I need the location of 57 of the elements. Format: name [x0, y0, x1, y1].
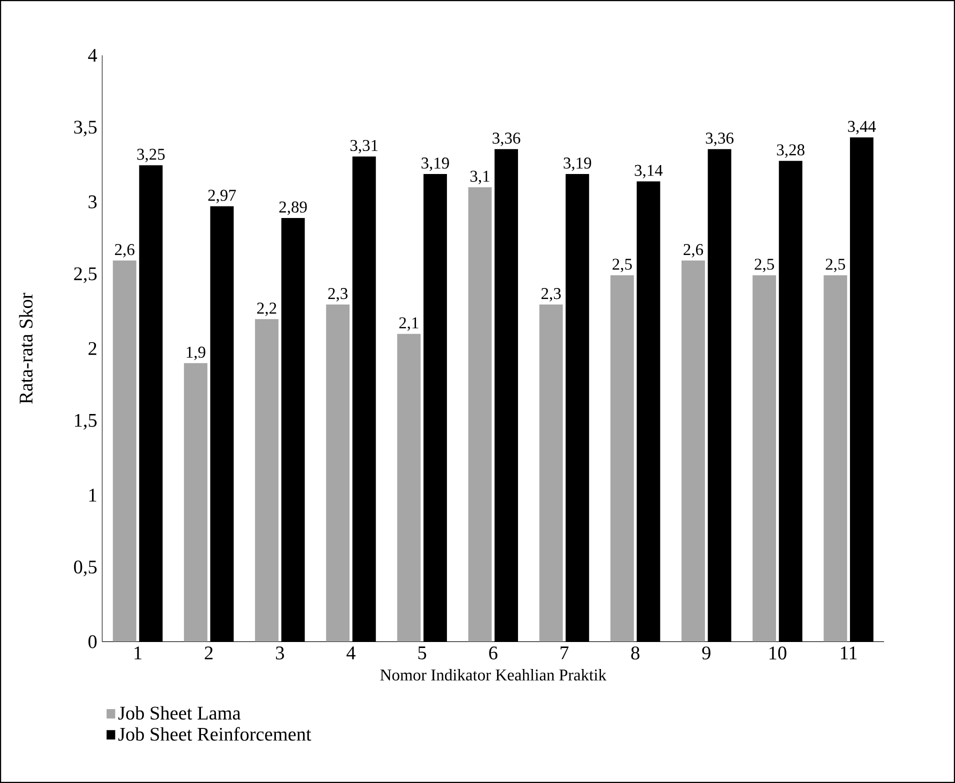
bar — [326, 304, 350, 642]
data-label: 3,19 — [422, 158, 449, 172]
y-tick-label: 4 — [88, 48, 98, 62]
bar — [539, 304, 563, 642]
x-axis-title: Nomor Indikator Keahlian Praktik — [380, 668, 606, 681]
data-label: 3,19 — [564, 158, 592, 172]
y-tick-label: 2 — [88, 342, 96, 355]
bar — [468, 187, 492, 642]
data-label: 1,9 — [186, 346, 206, 360]
x-tick-label: 5 — [418, 646, 426, 660]
bar — [397, 334, 421, 642]
x-tick-label: 1 — [134, 646, 142, 660]
y-tick-label: 3 — [88, 195, 97, 208]
data-label: 2,6 — [115, 244, 134, 258]
data-label: 2,3 — [542, 288, 561, 302]
data-label: 2,5 — [612, 258, 632, 272]
data-label: 2,5 — [754, 258, 774, 272]
y-tick-label: 1 — [89, 488, 96, 502]
x-tick-label: 6 — [489, 646, 498, 660]
y-tick-label: 2,5 — [74, 267, 97, 284]
y-tick-label: 3,5 — [74, 120, 97, 136]
x-tick-label: 11 — [840, 646, 857, 660]
data-label: 2,6 — [684, 244, 704, 258]
x-tick-label: 9 — [702, 646, 710, 660]
bar — [752, 275, 776, 642]
x-tick-label: 8 — [631, 646, 640, 660]
data-label: 2,5 — [826, 258, 846, 272]
data-label: 3,1 — [470, 170, 490, 184]
data-label: 3,36 — [706, 132, 734, 146]
bar — [184, 363, 208, 642]
x-tick-label: 3 — [276, 646, 284, 660]
bar — [255, 319, 278, 642]
bar — [112, 260, 136, 642]
bar — [824, 275, 848, 642]
data-label: 3,36 — [492, 132, 520, 146]
y-tick-label: 0,5 — [74, 560, 97, 576]
x-tick-label: 4 — [346, 646, 356, 660]
data-label: 2,97 — [208, 190, 236, 204]
bar — [682, 260, 705, 642]
data-label: 2,89 — [279, 201, 307, 215]
legend-label: Job Sheet Reinforcement — [118, 727, 312, 741]
bar — [610, 275, 634, 642]
y-tick-label: 1,5 — [74, 414, 97, 430]
y-axis-title: Rata-rata Skor — [19, 292, 33, 404]
x-tick-label: 2 — [204, 646, 213, 660]
data-label: 3,14 — [634, 164, 663, 178]
legend-label: Job Sheet Lama — [118, 706, 241, 720]
y-tick-label: 0 — [88, 635, 97, 648]
data-label: 3,31 — [350, 140, 378, 154]
data-label: 3,28 — [776, 144, 804, 158]
x-tick-label: 7 — [560, 646, 568, 660]
data-label: 2,2 — [257, 302, 276, 316]
data-label: 3,44 — [848, 120, 876, 134]
data-label: 2,1 — [399, 317, 418, 331]
data-label: 3,25 — [137, 148, 165, 162]
x-tick-label: 10 — [770, 646, 786, 660]
data-label: 2,3 — [328, 288, 348, 302]
